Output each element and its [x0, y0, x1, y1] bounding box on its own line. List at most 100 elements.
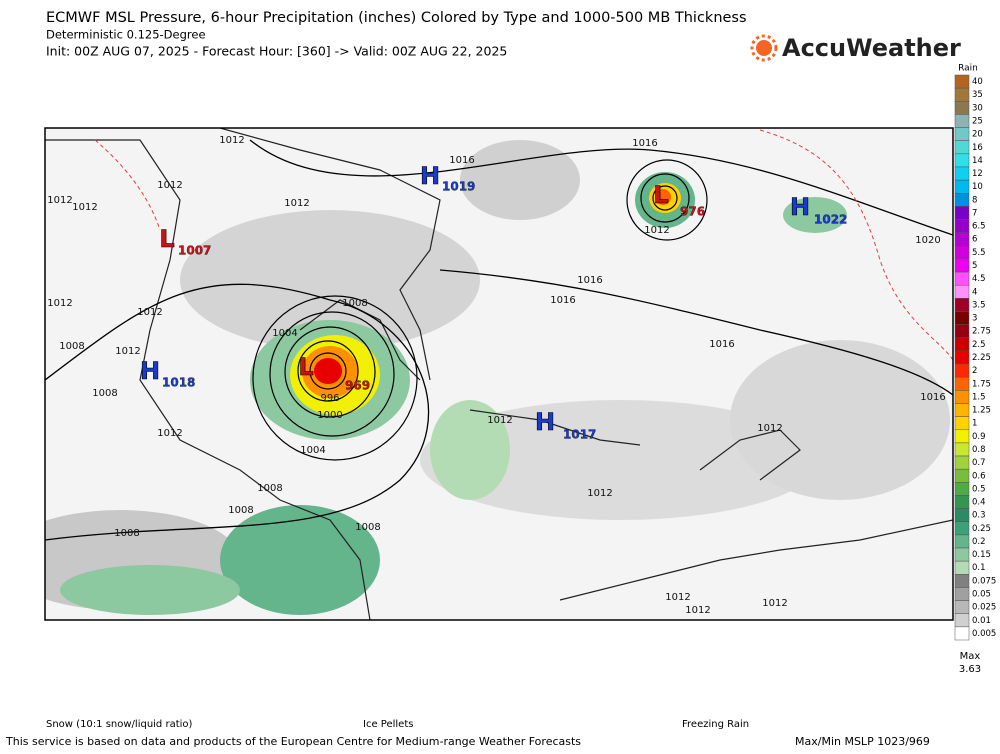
colorbar-tick-label: 10 [972, 182, 983, 192]
init-line: Init: 00Z AUG 07, 2025 - Forecast Hour: … [46, 44, 507, 59]
pressure-center-value: 1007 [178, 244, 211, 258]
max-value: 3.63 [959, 664, 981, 675]
colorbar-swatch [954, 87, 970, 102]
colorbar-tick-label: 0.25 [972, 524, 991, 534]
colorbar-label: Rain [958, 64, 978, 74]
colorbar-swatch [954, 390, 970, 404]
colorbar-swatch [954, 376, 970, 391]
isobar-label: 1012 [757, 423, 782, 434]
pressure-center-value: 1022 [814, 213, 847, 227]
colorbar-swatch [954, 127, 970, 141]
colorbar-swatch [954, 521, 970, 536]
isobar-label: 1012 [219, 135, 244, 146]
isobar-label: 1004 [272, 328, 297, 339]
colorbar-swatch [954, 455, 970, 470]
colorbar-tick-label: 3.5 [972, 300, 986, 310]
colorbar-swatch [954, 298, 970, 312]
isobar-label: 1012 [685, 605, 710, 616]
pressure-center-letter: H [420, 162, 440, 190]
colorbar-tick-label: 0.075 [972, 576, 996, 586]
colorbar-swatch [954, 153, 970, 168]
colorbar-swatch [954, 534, 970, 549]
isobar-label: 996 [320, 393, 339, 404]
isobar-label: 1016 [709, 339, 734, 350]
pressure-center-value: 1019 [442, 180, 475, 194]
colorbar-tick-label: 0.1 [972, 563, 986, 573]
colorbar-swatch [954, 74, 970, 89]
isobar-label: 1012 [47, 298, 72, 309]
colorbar-tick-label: 0.6 [972, 471, 986, 481]
isobar-label: 1016 [632, 138, 657, 149]
colorbar-tick-label: 16 [972, 143, 983, 153]
pressure-center-letter: H [535, 408, 555, 436]
isobar-label: 1016 [550, 295, 575, 306]
colorbar-tick-label: 2 [972, 366, 977, 376]
colorbar-tick-label: 1.5 [972, 392, 986, 402]
isobar-label: 1012 [644, 225, 669, 236]
colorbar-swatch [954, 442, 970, 457]
pressure-center-value: 969 [345, 379, 370, 393]
colorbar-tick-label: 0.7 [972, 458, 986, 468]
isobar-label: 1012 [47, 195, 72, 206]
colorbar-tick-label: 1.75 [972, 379, 991, 389]
colorbar-tick-label: 0.4 [972, 498, 986, 508]
isobar-label: 1008 [355, 522, 380, 533]
colorbar-swatch [954, 416, 970, 431]
legend-freezing: Freezing Rain [682, 719, 749, 730]
colorbar-swatch [954, 482, 970, 496]
colorbar-tick-label: 6 [972, 235, 977, 245]
colorbar-tick-label: 14 [972, 156, 983, 166]
colorbar-swatch [954, 560, 970, 575]
pressure-center-value: 1018 [162, 376, 195, 390]
colorbar-swatch [954, 258, 970, 273]
colorbar-tick-label: 35 [972, 90, 983, 100]
isobar-label: 1012 [487, 415, 512, 426]
colorbar-tick-label: 0.15 [972, 550, 991, 560]
isobar-label: 1008 [228, 505, 253, 516]
colorbar-tick-label: 0.05 [972, 590, 991, 600]
colorbar-tick-label: 30 [972, 103, 983, 113]
colorbar-swatch [954, 350, 970, 365]
colorbar-swatch [954, 245, 970, 260]
colorbar-tick-label: 5.5 [972, 248, 986, 258]
pressure-center-value: 1017 [563, 428, 596, 442]
isobar-label: 1012 [137, 307, 162, 318]
colorbar-swatch [954, 363, 970, 378]
colorbar-tick-label: 0.005 [972, 629, 996, 639]
colorbar-tick-label: 12 [972, 169, 983, 179]
colorbar-tick-label: 4 [972, 287, 977, 297]
colorbar-tick-label: 20 [972, 130, 983, 140]
isobar-label: 1012 [72, 202, 97, 213]
colorbar-swatch [954, 574, 970, 588]
isobar-label: 1016 [920, 392, 945, 403]
colorbar-swatch [954, 193, 970, 207]
colorbar-tick-label: 8 [972, 195, 977, 205]
colorbar-tick-label: 2.5 [972, 340, 986, 350]
colorbar-swatch [954, 613, 970, 628]
colorbar-swatch [954, 140, 970, 155]
colorbar-swatch [954, 403, 970, 417]
colorbar-tick-label: 0.01 [972, 616, 991, 626]
isobar-label: 1012 [762, 598, 787, 609]
isobar-label: 1020 [915, 235, 940, 246]
colorbar-tick-label: 2.25 [972, 353, 991, 363]
isobar-label: 1012 [284, 198, 309, 209]
footer-credit: This service is based on data and produc… [5, 735, 581, 748]
isobar-label: 1008 [92, 388, 117, 399]
colorbar-swatch [954, 324, 970, 339]
title: ECMWF MSL Pressure, 6-hour Precipitation… [46, 10, 747, 26]
colorbar-swatch [954, 587, 970, 601]
colorbar-tick-label: 4.5 [972, 274, 986, 284]
colorbar-tick-label: 7 [972, 208, 977, 218]
colorbar-tick-label: 25 [972, 116, 983, 126]
colorbar-swatch [954, 626, 970, 641]
colorbar-swatch [954, 547, 970, 562]
isobar-label: 1000 [317, 410, 342, 421]
isobar-label: 1004 [300, 445, 325, 456]
isobar-label: 1016 [577, 275, 602, 286]
isobar-label: 1012 [587, 488, 612, 499]
colorbar-swatch [954, 468, 970, 483]
subtitle: Deterministic 0.125-Degree [46, 28, 206, 42]
colorbar-tick-label: 2.75 [972, 327, 991, 337]
